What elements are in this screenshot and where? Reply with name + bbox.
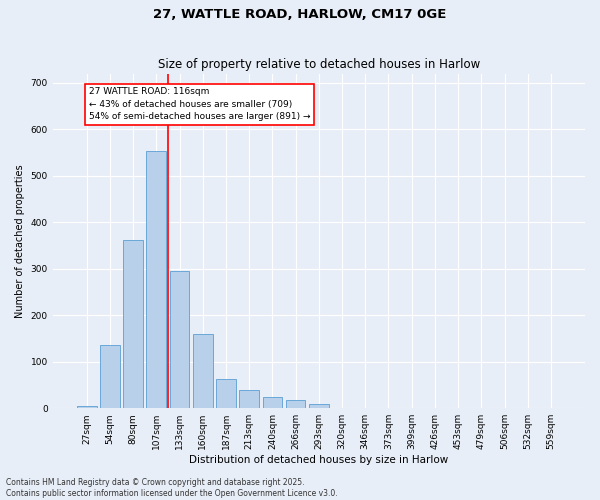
Bar: [216, 379, 236, 408]
Bar: [309, 404, 329, 408]
Text: 27 WATTLE ROAD: 116sqm
← 43% of detached houses are smaller (709)
54% of semi-de: 27 WATTLE ROAD: 116sqm ← 43% of detached…: [89, 88, 311, 122]
Bar: [239, 390, 259, 408]
Y-axis label: Number of detached properties: Number of detached properties: [15, 164, 25, 318]
Bar: [100, 344, 120, 408]
Bar: [263, 396, 282, 408]
Title: Size of property relative to detached houses in Harlow: Size of property relative to detached ho…: [158, 58, 480, 71]
Bar: [123, 240, 143, 408]
Text: 27, WATTLE ROAD, HARLOW, CM17 0GE: 27, WATTLE ROAD, HARLOW, CM17 0GE: [154, 8, 446, 20]
Bar: [170, 271, 190, 408]
X-axis label: Distribution of detached houses by size in Harlow: Distribution of detached houses by size …: [189, 455, 448, 465]
Bar: [286, 400, 305, 408]
Bar: [77, 406, 97, 408]
Bar: [193, 334, 212, 408]
Text: Contains HM Land Registry data © Crown copyright and database right 2025.
Contai: Contains HM Land Registry data © Crown c…: [6, 478, 338, 498]
Bar: [146, 150, 166, 408]
